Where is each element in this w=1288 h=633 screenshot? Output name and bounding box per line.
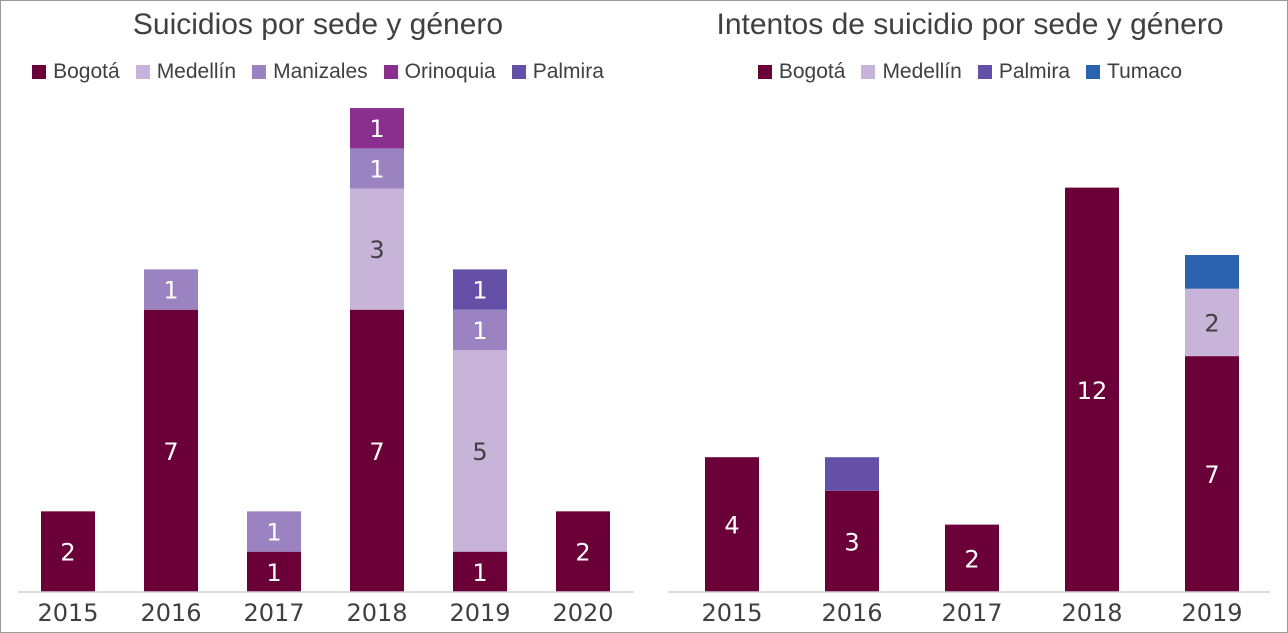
legend-swatch xyxy=(511,65,526,79)
x-tick-label: 2015 xyxy=(37,599,98,627)
x-tick-label: 2016 xyxy=(140,599,201,627)
legend-item-medellin: Medellín xyxy=(861,60,962,84)
legend-label: Medellín xyxy=(156,60,237,83)
chart-plot-area: 2 2015 7 1 2016 1 1 2017 7 3 1 1 2018 1 5 1 1 2019 2 2020 xyxy=(18,108,634,627)
bar-segment-manizales-2016 xyxy=(144,269,198,310)
legend-item-manizales: Manizales xyxy=(252,60,368,84)
chart-legend: Bogotá Medellín Manizales Orinoquia Palmira xyxy=(0,60,636,84)
legend-item-medellin: Medellín xyxy=(135,60,237,84)
data-label: 3 xyxy=(369,236,384,264)
bar-segment-palmira-2019 xyxy=(453,269,507,310)
bar-segment-bogota-2016 xyxy=(144,309,198,592)
x-tick-label: 2019 xyxy=(1181,599,1242,627)
bar-segment-bogota-2020 xyxy=(556,511,610,592)
data-label: 3 xyxy=(844,528,859,556)
data-label: 1 xyxy=(163,277,178,305)
x-tick-label: 2019 xyxy=(449,599,510,627)
legend-label: Bogotá xyxy=(53,60,120,83)
bar-segment-bogota-2019 xyxy=(1185,356,1239,592)
data-label: 2 xyxy=(60,539,75,567)
legend-item-tumaco: Tumaco xyxy=(1086,60,1182,84)
legend-swatch xyxy=(383,65,398,79)
bar-segment-orinoquia-2018 xyxy=(350,108,404,149)
bar-segment-palmira-2016 xyxy=(825,457,879,491)
bar-segment-bogota-2015 xyxy=(705,457,759,592)
legend-item-palmira: Palmira xyxy=(511,60,604,84)
bar-segment-bogota-2019 xyxy=(453,551,507,592)
x-tick-label: 2020 xyxy=(552,599,613,627)
data-label: 4 xyxy=(724,512,739,540)
chart-panel-intentos: Intentos de suicidio por sede y género B… xyxy=(652,0,1288,631)
legend-label: Tumaco xyxy=(1107,60,1183,83)
legend-item-palmira: Palmira xyxy=(977,60,1071,84)
chart-panel-suicidios: Suicidios por sede y género Bogotá Medell… xyxy=(0,0,636,631)
legend-swatch xyxy=(977,65,992,79)
legend-item-bogota: Bogotá xyxy=(757,60,846,84)
legend-label: Bogotá xyxy=(778,60,846,83)
x-tick-label: 2018 xyxy=(346,599,407,627)
data-label: 7 xyxy=(163,438,178,466)
bar-segment-manizales-2018 xyxy=(350,148,404,189)
legend-swatch xyxy=(757,65,772,79)
legend-swatch xyxy=(861,65,876,79)
legend-label: Medellín xyxy=(882,60,962,83)
legend-label: Palmira xyxy=(532,60,604,83)
x-tick-label: 2017 xyxy=(941,599,1002,627)
data-label: 2 xyxy=(575,539,590,567)
bar-segment-bogota-2018 xyxy=(1065,187,1119,592)
data-label: 12 xyxy=(1077,377,1108,405)
bar-segment-bogota-2016 xyxy=(825,490,879,592)
legend-label: Orinoquia xyxy=(404,60,496,83)
data-label: 1 xyxy=(266,559,281,587)
data-label: 7 xyxy=(369,438,384,466)
bar-segment-medellin-2019 xyxy=(453,350,507,552)
x-tick-label: 2017 xyxy=(243,599,304,627)
legend-swatch xyxy=(32,65,47,79)
data-label: 1 xyxy=(266,519,281,547)
data-label: 1 xyxy=(472,277,487,305)
bar-segment-medellin-2018 xyxy=(350,188,404,310)
data-label: 1 xyxy=(369,115,384,143)
chart-title: Suicidios por sede y género xyxy=(132,8,504,41)
legend-item-orinoquia: Orinoquia xyxy=(383,60,496,84)
data-label: 2 xyxy=(1204,309,1219,337)
data-label: 7 xyxy=(1204,461,1219,489)
legend-swatch xyxy=(1086,65,1101,79)
bar-segment-manizales-2019 xyxy=(453,309,507,351)
x-tick-label: 2015 xyxy=(701,599,762,627)
bar-segment-tumaco-2019 xyxy=(1185,255,1239,289)
data-label: 1 xyxy=(472,559,487,587)
legend-swatch xyxy=(135,65,150,79)
data-label: 5 xyxy=(472,438,487,466)
x-tick-label: 2016 xyxy=(821,599,882,627)
legend-label: Manizales xyxy=(273,60,368,83)
bar-segment-manizales-2017 xyxy=(247,511,301,552)
data-label: 2 xyxy=(964,545,979,573)
legend-label: Palmira xyxy=(998,60,1071,83)
data-label: 1 xyxy=(472,317,487,345)
bar-segment-bogota-2017 xyxy=(945,524,999,592)
legend-item-bogota: Bogotá xyxy=(32,60,120,84)
bar-segment-bogota-2015 xyxy=(41,511,95,592)
x-tick-label: 2018 xyxy=(1061,599,1122,627)
data-label: 1 xyxy=(369,156,384,184)
bar-segment-medellin-2019 xyxy=(1185,288,1239,357)
chart-plot-area: 4 2015 3 2016 2 2017 12 2018 7 2 2019 xyxy=(668,187,1270,627)
bar-segment-bogota-2018 xyxy=(350,309,404,592)
chart-legend: Bogotá Medellín Palmira Tumaco xyxy=(652,60,1288,84)
legend-swatch xyxy=(252,65,267,79)
chart-title: Intentos de suicidio por sede y género xyxy=(716,8,1224,41)
bar-segment-bogota-2017 xyxy=(247,551,301,592)
